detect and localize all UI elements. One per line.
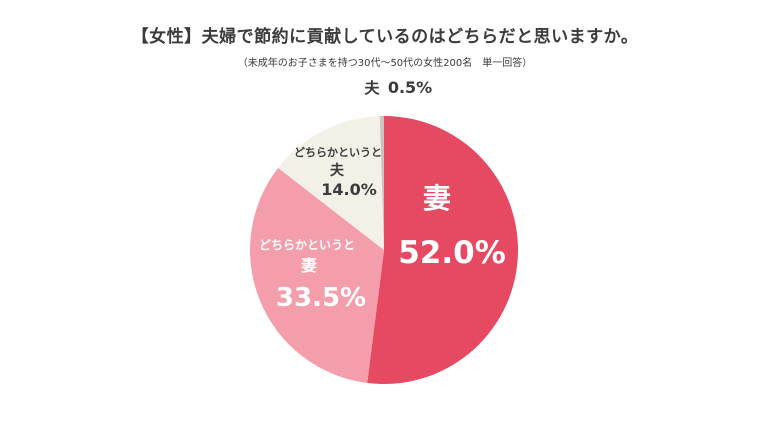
slice-rather-husband bbox=[278, 116, 384, 250]
slice-label-husband: 夫 bbox=[364, 79, 380, 97]
slice-value-rather-wife: 33.5% bbox=[276, 283, 366, 313]
slice-value-rather-husband: 14.0% bbox=[321, 180, 377, 199]
slice-label-rather-wife: 妻 bbox=[301, 256, 317, 275]
slice-value-husband: 0.5% bbox=[388, 78, 432, 97]
slice-value-wife: 52.0% bbox=[398, 235, 506, 271]
slice-label-rather-husband: 夫 bbox=[330, 162, 345, 179]
slice-wife bbox=[367, 116, 519, 384]
slice-prefix-rather-wife: どちらかというと bbox=[259, 238, 355, 252]
slice-husband bbox=[379, 116, 384, 250]
slice-label-wife: 妻 bbox=[423, 182, 451, 215]
slice-rather-wife bbox=[250, 167, 384, 383]
chart-subtitle: （未成年のお子さまを持つ30代〜50代の女性200名 単一回答） bbox=[237, 58, 533, 69]
slice-prefix-rather-husband: どちらかというと bbox=[294, 146, 382, 159]
chart-title: 【女性】夫婦で節約に貢献しているのはどちらだと思いますか。 bbox=[131, 27, 639, 47]
